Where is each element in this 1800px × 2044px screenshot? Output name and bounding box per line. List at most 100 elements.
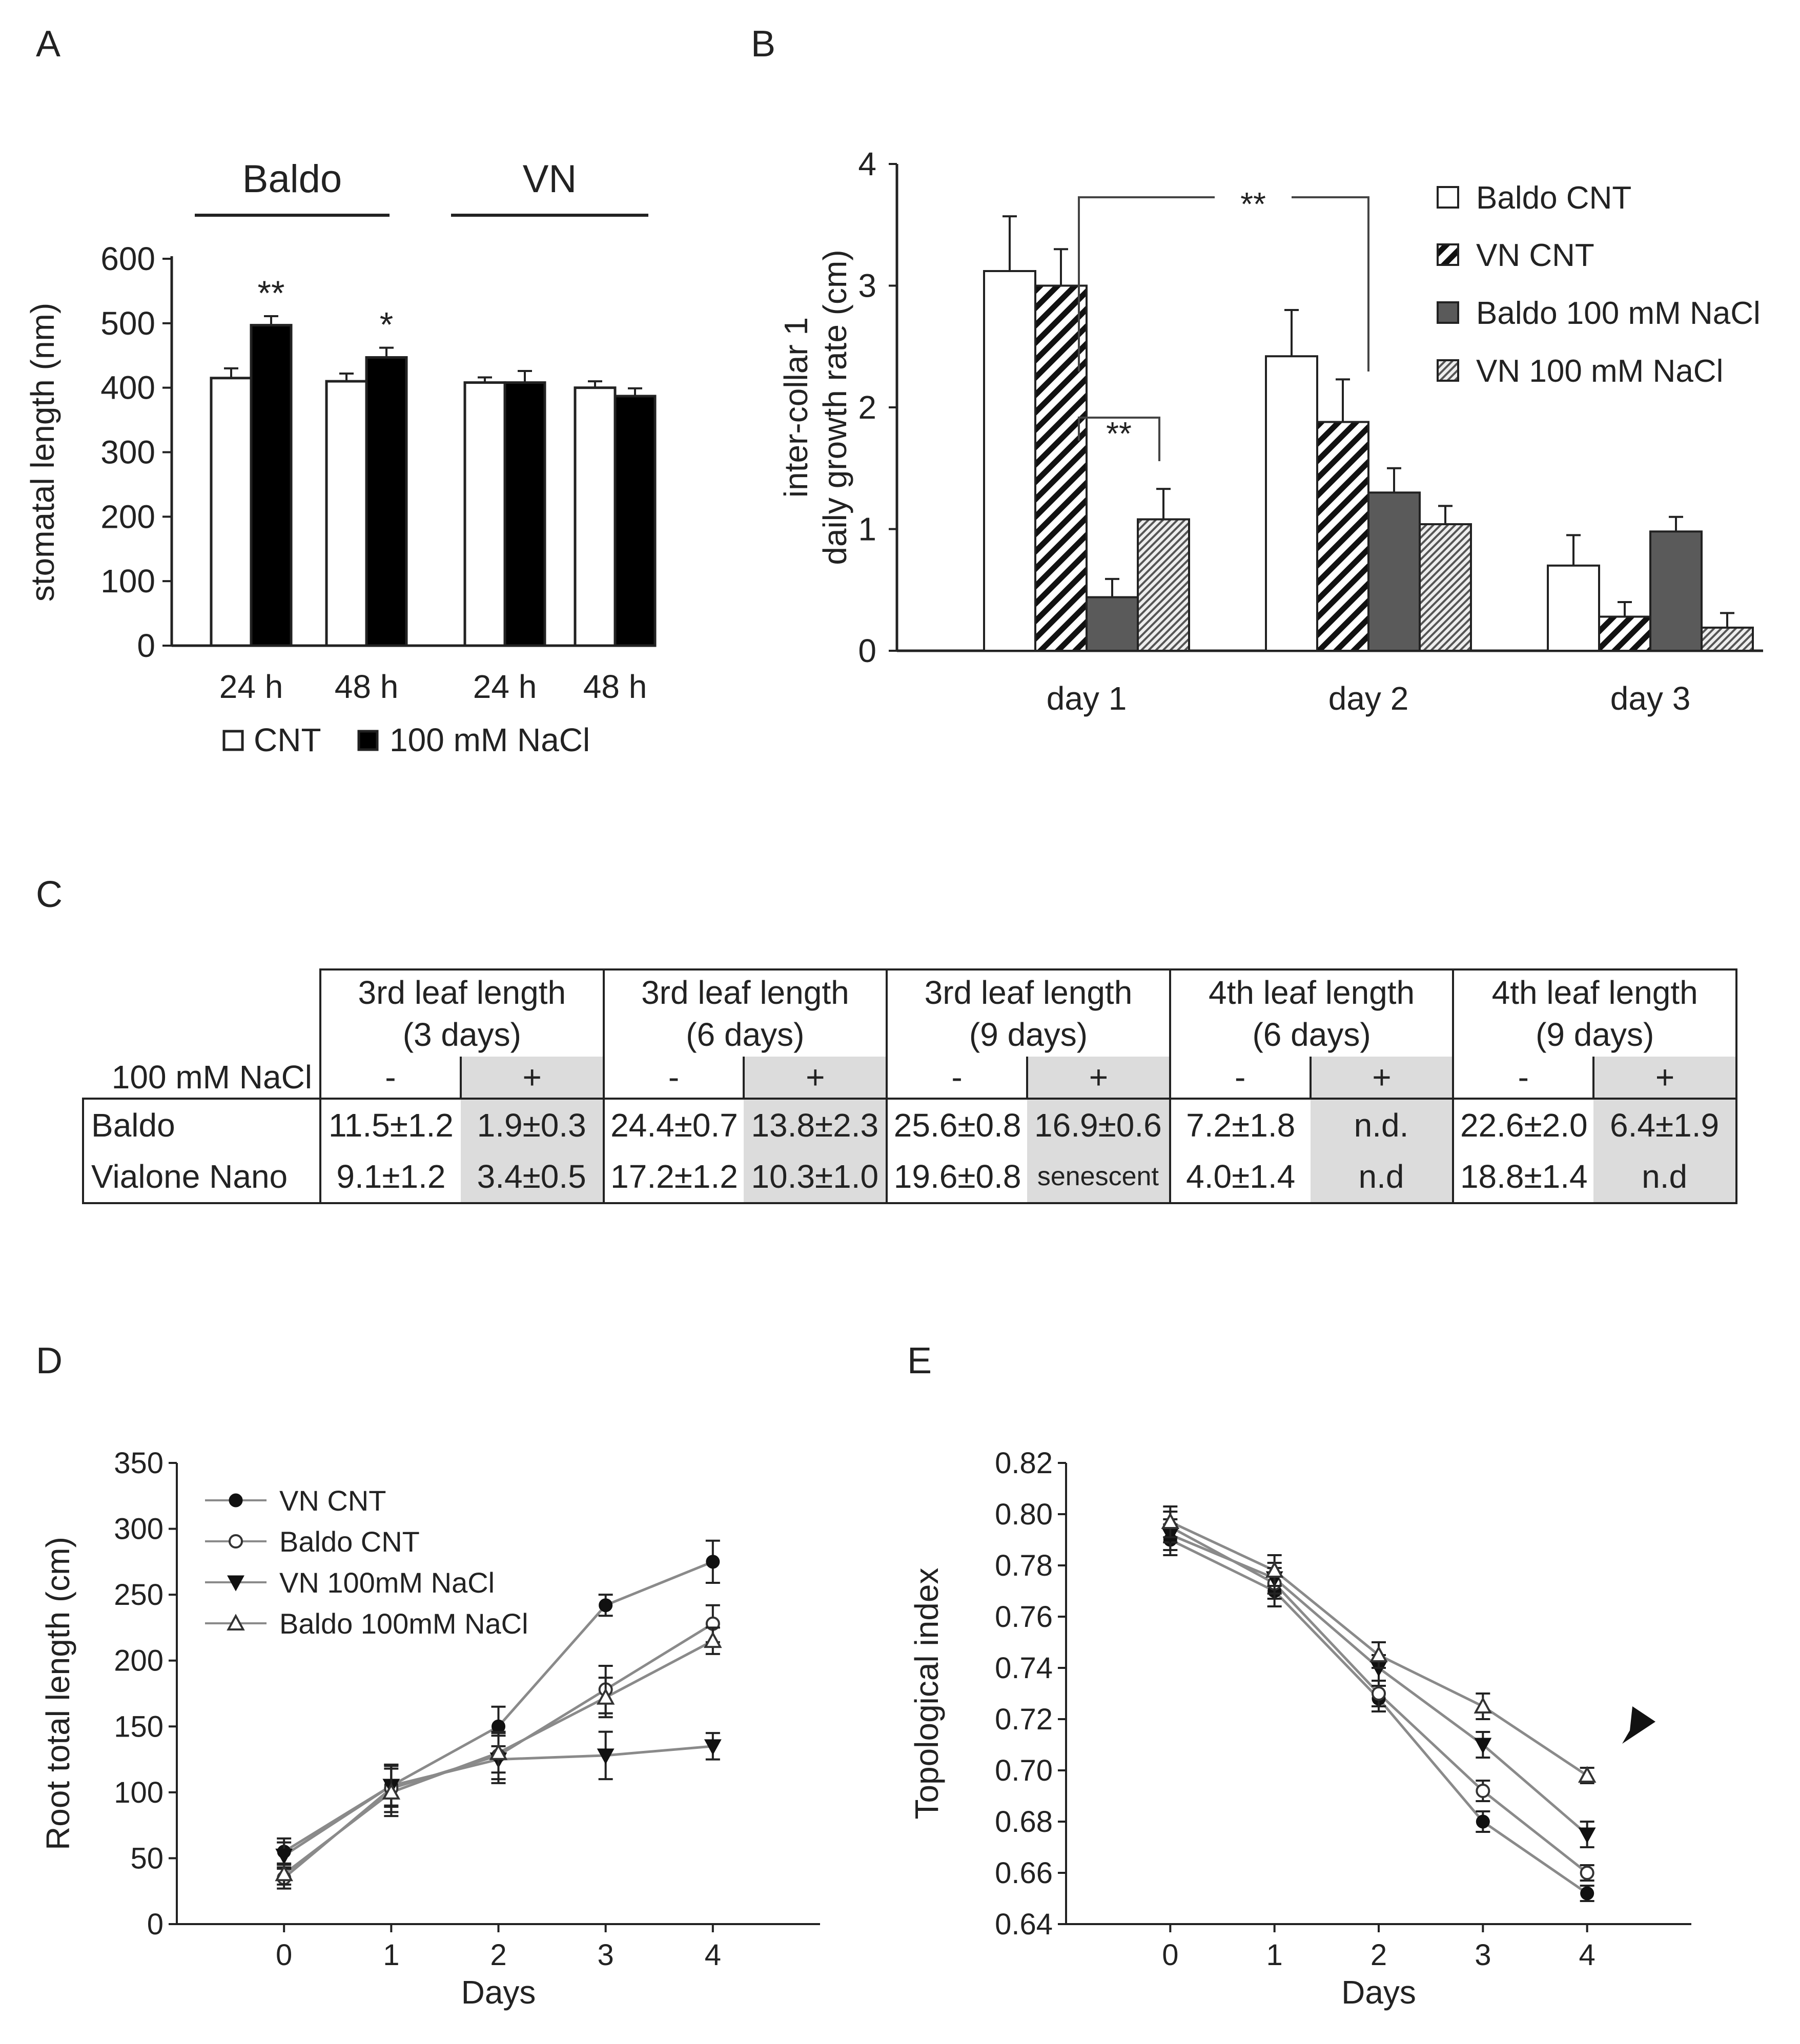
data-point bbox=[704, 1631, 722, 1648]
x-tick-label: 1 bbox=[383, 1938, 399, 1972]
data-point bbox=[704, 1739, 722, 1756]
y-tick-label: 0 bbox=[147, 1908, 163, 1941]
legend-label: VN 100 mM NaCl bbox=[1476, 354, 1723, 389]
data-point bbox=[227, 1575, 244, 1592]
bar bbox=[1547, 564, 1600, 652]
legend-label: 100 mM NaCl bbox=[390, 721, 590, 758]
table-sign-row: 100 mM NaCl - + - + - + - + - + bbox=[83, 1057, 1737, 1099]
data-point bbox=[227, 1614, 245, 1630]
data-point bbox=[1474, 1697, 1492, 1713]
sign-minus: - bbox=[1452, 1057, 1595, 1099]
y-tick-label: 350 bbox=[114, 1447, 163, 1480]
table-cell: 11.5±1.2 bbox=[319, 1098, 461, 1151]
x-axis-label: Days bbox=[1341, 1974, 1416, 2011]
table-cell: 16.9±0.6 bbox=[1027, 1098, 1171, 1151]
chart-e-topological-index: 0.64 0.66 0.68 0.70 0.72 0.74 0.76 0.78 0.80 0.82… bbox=[908, 1447, 1691, 2011]
x-tick-label: 48 h bbox=[335, 668, 399, 705]
y-tick-label: 0.70 bbox=[995, 1754, 1053, 1787]
y-tick-label: 100 bbox=[100, 563, 155, 600]
bar bbox=[1265, 355, 1318, 652]
y-tick-label: 1 bbox=[858, 511, 876, 548]
table-header-cell: 3rd leaf length (6 days) bbox=[602, 968, 888, 1057]
x-tick-label: 1 bbox=[1266, 1938, 1283, 1972]
chart-a-stomatal-length: 0 100 200 300 400 500 600 stomatal length (nm) 2… bbox=[24, 157, 657, 758]
data-point bbox=[382, 1783, 401, 1800]
y-axis-label: inter-collar 1daily growth rate (cm) bbox=[778, 250, 853, 565]
y-tick-label: 0.74 bbox=[995, 1651, 1053, 1685]
data-point bbox=[1580, 1886, 1594, 1901]
table-row: Vialone Nano 9.1±1.2 3.4±0.5 17.2±1.2 10… bbox=[82, 1151, 1737, 1204]
bar bbox=[1316, 421, 1369, 652]
table-cell: n.d bbox=[1310, 1151, 1455, 1204]
table-row: Baldo 11.5±1.2 1.9±0.3 24.4±0.7 13.8±2.3… bbox=[82, 1098, 1737, 1151]
significance-mark: ** bbox=[1240, 185, 1266, 222]
x-tick-label: 3 bbox=[1475, 1938, 1491, 1972]
data-point bbox=[1161, 1512, 1180, 1529]
x-tick-label: 2 bbox=[1371, 1938, 1387, 1972]
y-tick-label: 600 bbox=[100, 240, 155, 277]
data-point bbox=[275, 1848, 293, 1865]
x-tick-label: 3 bbox=[598, 1938, 614, 1972]
legend-label: CNT bbox=[254, 721, 321, 758]
data-point bbox=[489, 1743, 508, 1760]
y-tick-label: 0.68 bbox=[995, 1805, 1053, 1839]
data-point bbox=[596, 1688, 615, 1705]
data-point bbox=[1265, 1561, 1284, 1578]
sign-plus: + bbox=[1592, 1057, 1737, 1099]
table-cell: 10.3±1.0 bbox=[744, 1151, 888, 1204]
y-tick-label: 200 bbox=[114, 1644, 163, 1678]
y-tick-label: 200 bbox=[100, 498, 155, 535]
y-tick-label: 300 bbox=[114, 1513, 163, 1546]
sign-plus: + bbox=[1026, 1057, 1171, 1099]
table-header-cell: 4th leaf length (9 days) bbox=[1452, 968, 1737, 1057]
legend-label: Baldo CNT bbox=[279, 1525, 420, 1558]
series-line bbox=[1170, 1538, 1588, 1895]
y-tick-label: 300 bbox=[100, 434, 155, 471]
sign-plus: + bbox=[459, 1057, 605, 1099]
panel-b-label: B bbox=[751, 24, 775, 65]
legend-swatch bbox=[1437, 186, 1459, 209]
x-tick-label: 48 h bbox=[583, 668, 647, 705]
y-tick-label: 250 bbox=[114, 1578, 163, 1612]
y-axis-label-line: daily growth rate (cm) bbox=[816, 250, 853, 565]
legend-swatch bbox=[1437, 243, 1459, 266]
bar bbox=[983, 270, 1036, 652]
table-cell: n.d bbox=[1593, 1151, 1737, 1204]
legend-label: Baldo 100 mM NaCl bbox=[1476, 296, 1761, 331]
table-cell: n.d. bbox=[1310, 1098, 1455, 1151]
chart-b-growth-rate: 0 1 2 3 4 inter-collar 1daily growth rate (cm… bbox=[778, 146, 1763, 717]
bar bbox=[1137, 518, 1190, 652]
legend-label: VN CNT bbox=[1476, 238, 1594, 273]
y-tick-label: 0.72 bbox=[995, 1703, 1053, 1736]
data-point bbox=[1578, 1766, 1597, 1783]
data-point bbox=[1372, 1686, 1386, 1701]
table-header-cell: 4th leaf length (6 days) bbox=[1169, 968, 1455, 1057]
data-point bbox=[1369, 1645, 1388, 1662]
y-tick-label: 0.82 bbox=[995, 1447, 1053, 1480]
y-tick-label: 500 bbox=[100, 305, 155, 342]
table-cell: 22.6±2.0 bbox=[1453, 1098, 1594, 1151]
y-tick-label: 0.64 bbox=[995, 1908, 1053, 1941]
bar bbox=[250, 324, 293, 647]
data-point bbox=[229, 1534, 243, 1549]
bar bbox=[365, 356, 408, 647]
data-point bbox=[1476, 1784, 1490, 1798]
table-cell: 3.4±0.5 bbox=[460, 1151, 605, 1204]
table-cell: 4.0±1.4 bbox=[1170, 1151, 1311, 1204]
data-point bbox=[1474, 1738, 1492, 1754]
y-axis-label: Root total length (cm) bbox=[39, 1537, 76, 1850]
panel-a-label: A bbox=[36, 24, 60, 65]
data-point bbox=[597, 1748, 615, 1765]
y-tick-label: 150 bbox=[114, 1710, 163, 1743]
bar bbox=[503, 381, 546, 647]
nacl-label: 100 mM NaCl bbox=[111, 1059, 312, 1096]
legend-swatch bbox=[1437, 301, 1459, 324]
table-cell: 17.2±1.2 bbox=[603, 1151, 744, 1204]
group-label: Baldo bbox=[242, 157, 342, 201]
table-cell: 24.4±0.7 bbox=[603, 1098, 744, 1151]
x-tick-label: day 3 bbox=[1610, 680, 1691, 717]
y-tick-label: 100 bbox=[114, 1776, 163, 1809]
y-axis-label: Topological index bbox=[908, 1568, 945, 1820]
table-cell: 1.9±0.3 bbox=[460, 1098, 605, 1151]
sign-minus: - bbox=[602, 1057, 745, 1099]
